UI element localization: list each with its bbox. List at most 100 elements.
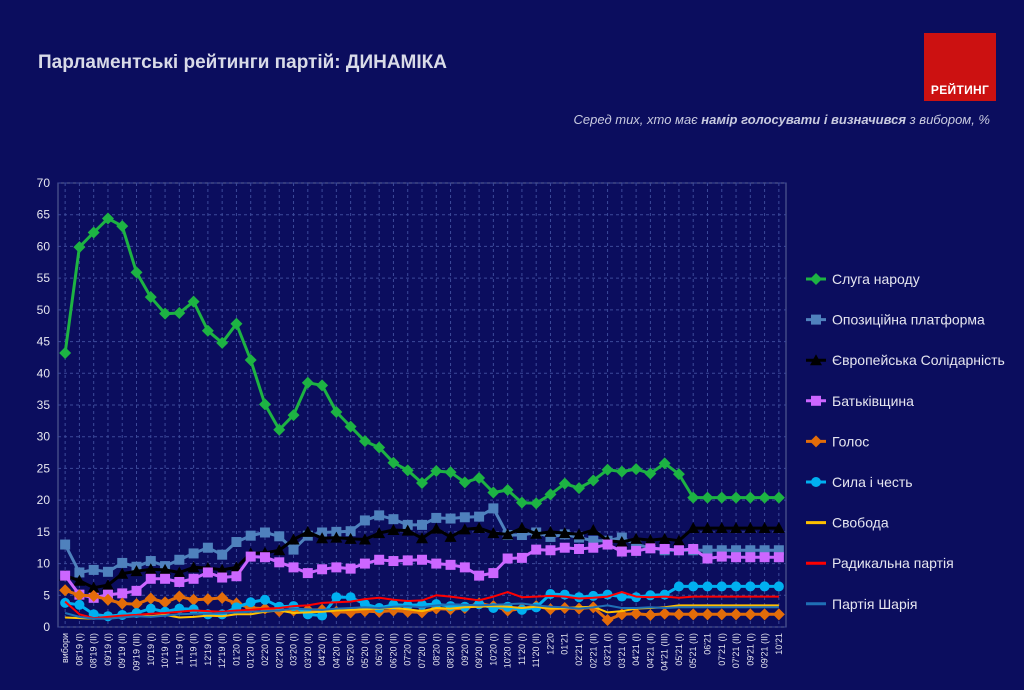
data-point: [616, 591, 627, 602]
data-point: [288, 544, 299, 555]
x-tick-label: 12'20: [545, 633, 555, 655]
data-point: [559, 589, 570, 600]
data-point: [245, 551, 256, 562]
data-point: [730, 491, 743, 504]
data-point: [715, 608, 728, 621]
data-point: [173, 566, 186, 578]
data-point: [188, 548, 199, 559]
data-point: [188, 573, 199, 584]
legend-label: Сила і честь: [832, 474, 913, 490]
x-tick-label: 09'19 (III): [132, 633, 142, 671]
data-point: [615, 465, 628, 478]
data-point: [73, 589, 86, 602]
data-point: [431, 512, 442, 523]
data-point: [174, 576, 185, 587]
y-tick-label: 30: [37, 430, 51, 444]
x-tick-label: 05'20 (II): [360, 633, 370, 668]
data-point: [160, 573, 171, 584]
data-point: [359, 558, 370, 569]
x-tick-label: 07'21 (I): [717, 633, 727, 666]
data-point: [259, 552, 270, 563]
data-point: [672, 534, 685, 546]
x-tick-label: 11'20 (I): [517, 633, 527, 665]
data-point: [772, 608, 785, 621]
data-point: [687, 608, 700, 621]
data-point: [615, 536, 628, 548]
data-point: [458, 523, 471, 535]
data-point: [374, 554, 385, 565]
x-tick-label: 08'19 (I): [74, 633, 84, 666]
legend-label: Батьківщина: [832, 393, 914, 409]
x-tick-label: 10'21: [774, 633, 784, 655]
data-point: [515, 522, 528, 534]
data-point: [258, 398, 271, 411]
legend-marker: [811, 314, 821, 325]
y-tick-label: 60: [37, 239, 51, 253]
data-point: [345, 526, 356, 537]
x-tick-label: 02'20 (I): [260, 633, 270, 666]
data-point: [474, 570, 485, 581]
data-point: [230, 317, 243, 330]
x-tick-label: 02'21 (I): [574, 633, 584, 666]
data-point: [715, 491, 728, 504]
data-point: [159, 563, 172, 575]
y-tick-label: 65: [37, 208, 51, 222]
x-tick-label: 07'21 (II): [731, 633, 741, 668]
x-tick-label: 04'21 (II): [645, 633, 655, 668]
data-point: [759, 552, 770, 563]
x-tick-label: 06'20 (II): [388, 633, 398, 668]
x-tick-label: 07'20 (I): [403, 633, 413, 666]
x-tick-label: 10'19 (I): [146, 633, 156, 666]
data-point: [245, 530, 256, 541]
data-point: [731, 552, 742, 563]
x-tick-label: 11'20 (II): [531, 633, 541, 668]
data-point: [244, 353, 257, 366]
data-point: [573, 528, 586, 540]
y-tick-label: 0: [43, 620, 50, 634]
x-tick-label: 10'20 (II): [503, 633, 513, 668]
x-tick-label: 02'21 (II): [588, 633, 598, 668]
data-point: [201, 593, 214, 606]
legend-label: Свобода: [832, 515, 889, 531]
legend-marker: [810, 354, 822, 366]
data-point: [245, 597, 256, 608]
data-point: [558, 477, 571, 490]
data-point: [773, 552, 784, 563]
x-tick-label: 09'21 (I): [745, 633, 755, 666]
data-point: [630, 463, 643, 476]
x-tick-label: 11'19 (II): [189, 633, 199, 668]
data-point: [417, 554, 427, 565]
data-point: [445, 559, 456, 570]
data-point: [544, 525, 557, 537]
data-point: [259, 527, 270, 538]
data-point: [459, 562, 470, 573]
data-point: [358, 435, 371, 448]
data-point: [588, 590, 599, 601]
data-point: [287, 533, 300, 545]
data-point: [374, 510, 385, 521]
data-point: [330, 405, 343, 418]
data-point: [444, 530, 457, 542]
data-point: [730, 608, 743, 621]
data-point: [373, 527, 386, 539]
chart-subtitle: Серед тих, хто має намір голосувати і ви…: [574, 112, 990, 127]
data-point: [502, 553, 513, 564]
data-point: [644, 467, 657, 480]
data-point: [630, 532, 643, 544]
data-point: [473, 471, 486, 484]
data-point: [188, 604, 199, 615]
x-tick-label: 02'20 (II): [274, 633, 284, 668]
x-tick-label: 12'19 (II): [217, 633, 227, 668]
data-point: [431, 558, 442, 569]
data-point: [744, 491, 757, 504]
data-point: [545, 531, 556, 542]
data-point: [587, 523, 600, 535]
data-point: [559, 542, 570, 553]
data-point: [388, 514, 399, 525]
data-point: [658, 457, 671, 470]
data-point: [187, 593, 200, 606]
data-point: [345, 563, 356, 574]
data-point: [772, 522, 785, 534]
x-tick-label: 11'19 (I): [174, 633, 184, 665]
data-point: [87, 226, 100, 239]
